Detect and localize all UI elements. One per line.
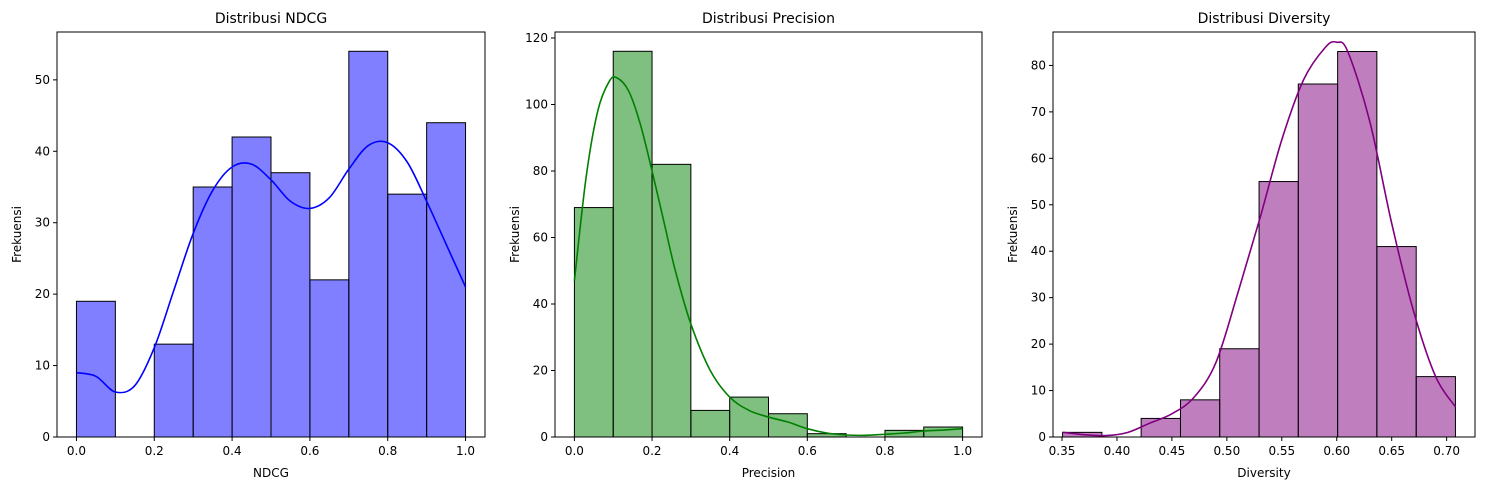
histogram-bar [426,122,467,438]
histogram-bar [309,279,350,438]
chart-title: Distribusi Precision [702,11,835,27]
chart-3: 0.35 0.40 0.45 0.50 0.55 0.60 0.65 0.70 0 10 20 30 4… [1006,11,1476,480]
x-tick-label: 0.4 [223,444,242,458]
x-tick-label: 1.0 [456,444,475,458]
y-tick-label: 50 [1031,198,1046,212]
y-tick-label: 0 [42,430,50,444]
chart-1: 0.0 0.2 0.4 0.6 0.8 1.0 0 10 20 30 40 50 Distribusi … [10,11,486,480]
x-tick-label: 0.60 [1323,444,1350,458]
y-tick-label: 40 [35,144,50,158]
histogram-bar [1140,417,1181,438]
x-tick-label: 0.40 [1104,444,1131,458]
histogram-bar [1415,376,1456,438]
plot-frame [1052,31,1476,438]
histogram-bar [1219,348,1260,438]
plot-frame [56,31,486,438]
histogram-bar [573,207,614,438]
y-tick-label: 30 [1031,291,1046,305]
y-tick-label: 80 [533,164,548,178]
histogram-bar [729,396,770,438]
x-tick-label: 0.8 [378,444,397,458]
histogram-bar [1258,181,1299,438]
x-tick-label: 0.4 [720,444,739,458]
y-tick-label: 40 [1031,244,1046,258]
y-tick-label: 40 [533,297,548,311]
x-axis-label: Diversity [1237,466,1290,480]
x-tick-label: 0.0 [565,444,584,458]
y-tick-label: 0 [540,430,548,444]
x-tick-label: 0.6 [798,444,817,458]
x-axis-label: Precision [742,466,796,480]
x-tick-label: 0.2 [145,444,164,458]
histogram-bar [153,343,194,438]
y-tick-label: 20 [1031,337,1046,351]
x-tick-label: 0.70 [1433,444,1460,458]
x-tick-label: 0.0 [67,444,86,458]
histogram-bar [651,163,692,438]
y-tick-label: 50 [35,73,50,87]
histogram-bar [612,50,653,438]
x-tick-label: 0.55 [1268,444,1295,458]
y-tick-label: 60 [1031,151,1046,165]
histogram-bar [1376,246,1417,438]
histogram-bar [348,50,389,438]
x-tick-label: 1.0 [953,444,972,458]
chart-title: Distribusi NDCG [215,11,327,27]
y-axis-label: Frekuensi [508,206,522,263]
histogram-bar [387,193,428,438]
histogram-bar [270,172,311,438]
x-axis-label: NDCG [253,466,289,480]
chart-2: 0.0 0.2 0.4 0.6 0.8 1.0 0 20 40 60 80 100 120 Distrib… [508,11,983,480]
histogram-bar [231,136,272,438]
x-tick-label: 0.8 [875,444,894,458]
y-tick-label: 0 [1038,430,1046,444]
y-tick-label: 20 [35,287,50,301]
histogram-bar [1297,83,1339,438]
plot-frame [554,31,983,438]
kde-line [76,140,467,394]
x-tick-label: 0.50 [1213,444,1240,458]
y-tick-label: 80 [1031,58,1046,72]
y-axis-label: Frekuensi [1006,206,1020,263]
histogram-bar [690,409,731,438]
chart-title: Distribusi Diversity [1198,11,1331,27]
histogram-bar [75,300,116,438]
histogram-bar [768,413,808,438]
histogram-bar [1337,51,1378,438]
y-tick-label: 120 [525,31,548,45]
y-tick-label: 70 [1031,105,1046,119]
y-tick-label: 30 [35,216,50,230]
y-axis-label: Frekuensi [10,206,24,263]
histogram-bar [192,186,233,438]
kde-line [573,75,963,437]
y-tick-label: 20 [533,363,548,377]
y-tick-label: 10 [1031,384,1046,398]
x-tick-label: 0.45 [1159,444,1186,458]
x-tick-label: 0.35 [1049,444,1076,458]
x-tick-label: 0.2 [642,444,661,458]
y-tick-label: 10 [35,359,50,373]
y-tick-label: 100 [525,97,548,111]
y-tick-label: 60 [533,230,548,244]
kde-line [1062,40,1457,437]
x-tick-label: 0.6 [300,444,319,458]
x-tick-label: 0.65 [1378,444,1405,458]
